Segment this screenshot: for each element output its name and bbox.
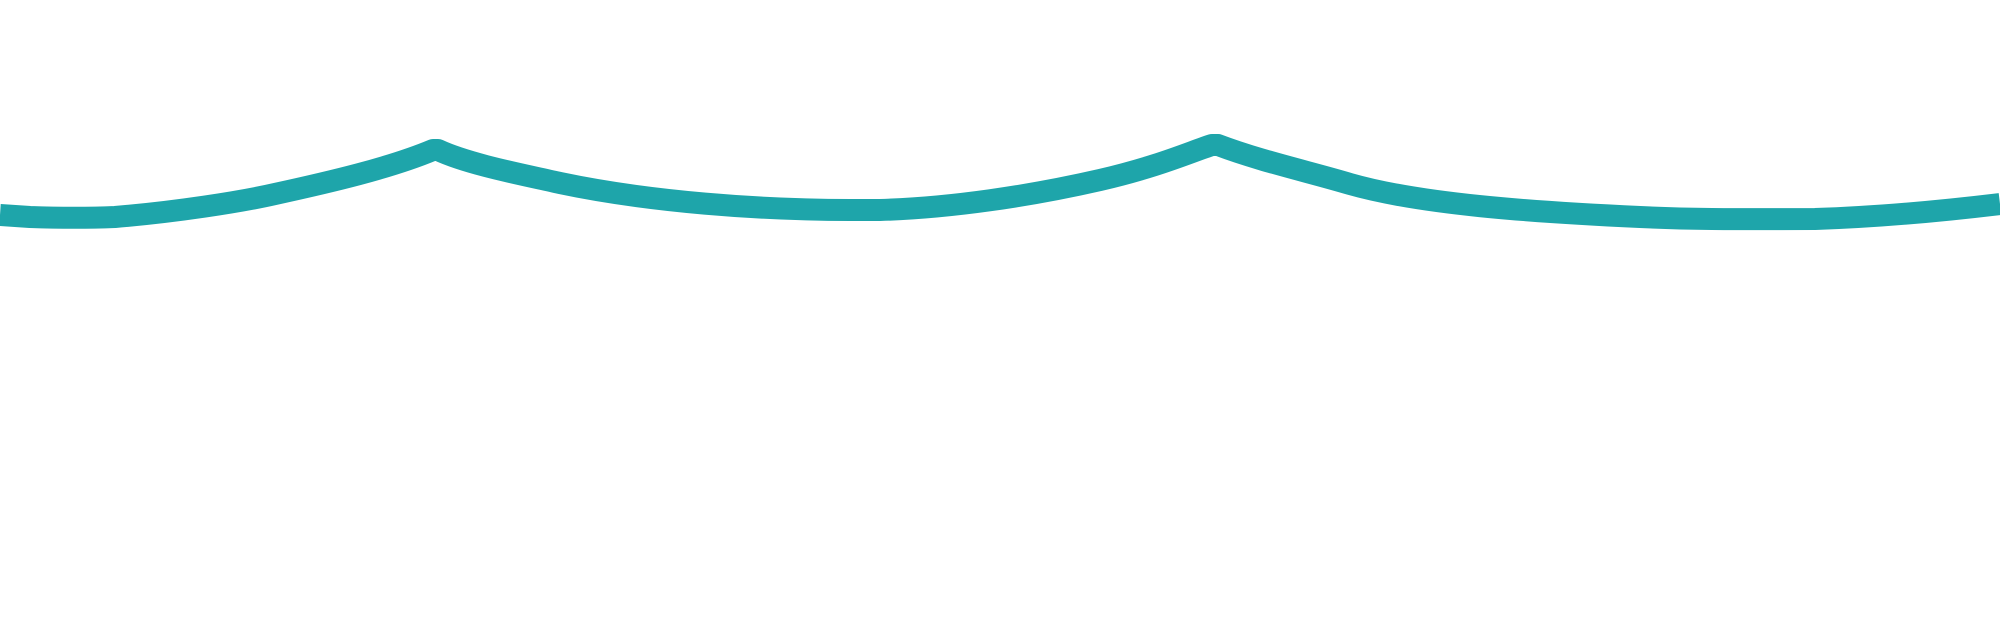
wave-divider-line xyxy=(0,134,2000,231)
